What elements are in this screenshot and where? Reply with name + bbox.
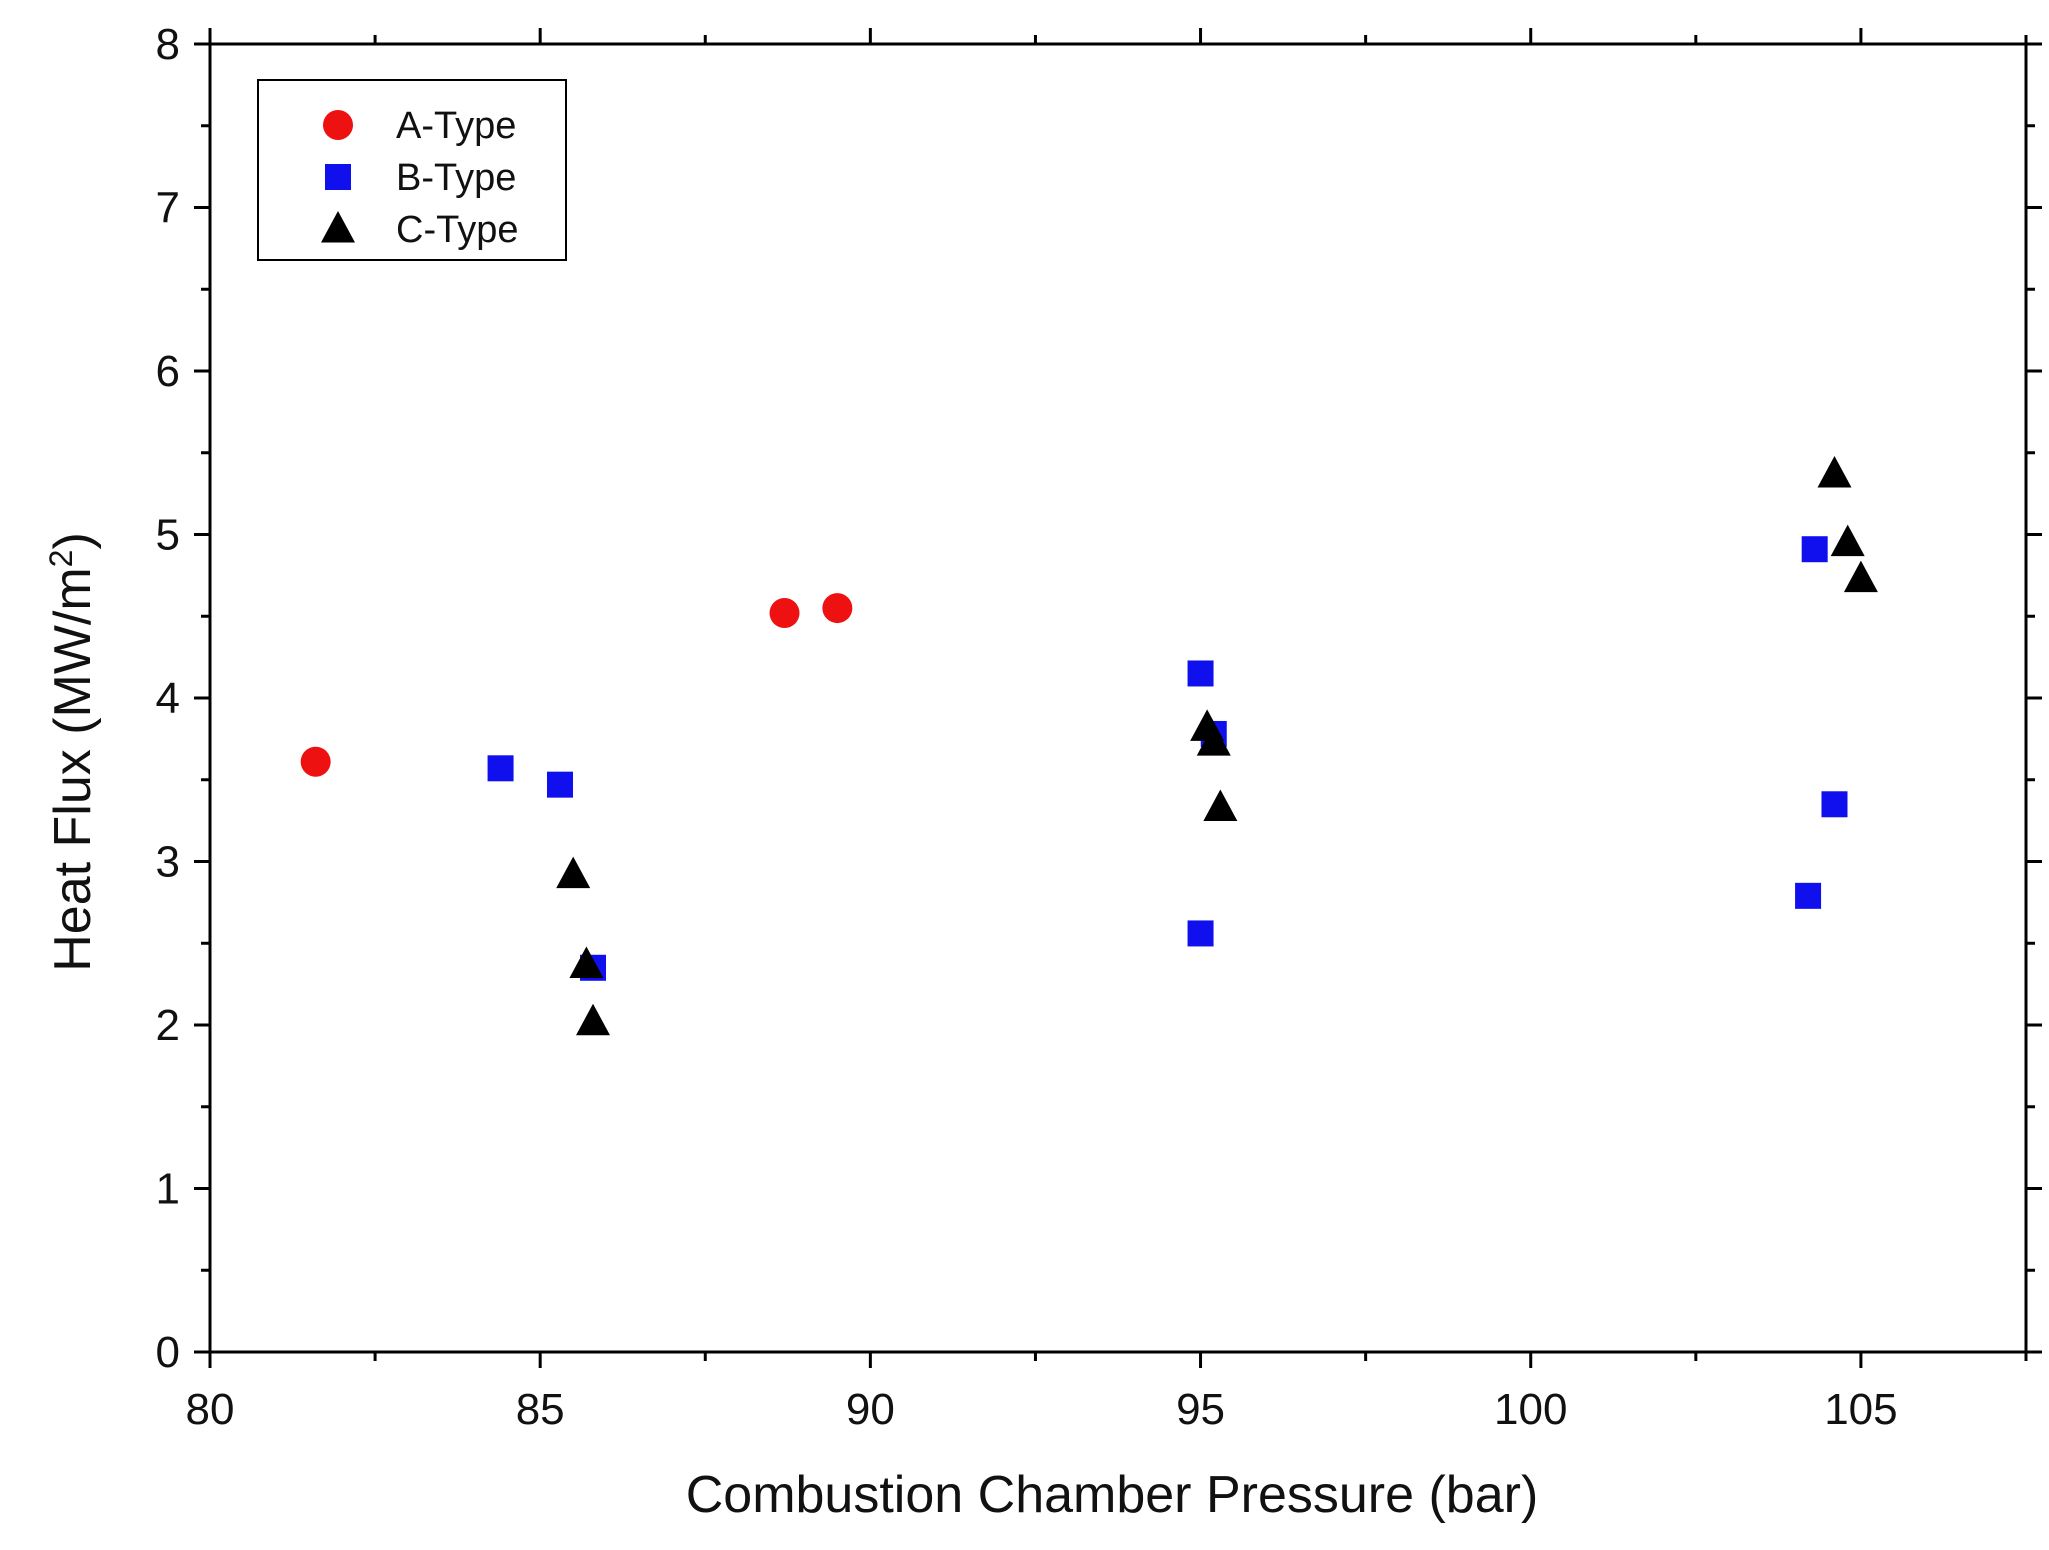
y-tick-label: 4 xyxy=(156,674,180,723)
y-tick-label: 2 xyxy=(156,1001,180,1050)
x-tick-label: 85 xyxy=(516,1385,565,1434)
a-type-point xyxy=(822,593,853,624)
c-type-point xyxy=(1203,789,1238,822)
y-tick-label: 5 xyxy=(156,511,180,560)
y-tick-label: 6 xyxy=(156,347,180,396)
legend-marker-b-type xyxy=(325,164,351,190)
c-type-point xyxy=(1196,724,1231,756)
x-tick-label: 80 xyxy=(186,1385,235,1434)
b-type-point xyxy=(1821,791,1848,818)
c-type-point xyxy=(1817,456,1852,488)
c-type-point xyxy=(569,946,604,979)
legend-box xyxy=(257,79,567,261)
y-tick-label: 3 xyxy=(156,838,180,887)
y-tick-label: 1 xyxy=(156,1165,180,1214)
x-tick-label: 90 xyxy=(846,1385,895,1434)
x-axis-label: Combustion Chamber Pressure (bar) xyxy=(686,1466,1539,1524)
legend-label-b-type: B-Type xyxy=(396,157,516,199)
y-axis-label: Heat Flux (MW/m2) xyxy=(43,532,102,972)
b-type-point xyxy=(487,755,514,782)
b-type-point xyxy=(1187,920,1214,947)
b-type-point xyxy=(1795,882,1822,909)
x-tick-label: 105 xyxy=(1824,1385,1897,1434)
y-tick-label: 0 xyxy=(156,1328,180,1377)
a-type-point xyxy=(769,597,800,628)
b-type-point xyxy=(546,771,573,798)
legend-marker-c-type xyxy=(321,211,355,243)
c-type-point xyxy=(576,1003,611,1036)
c-type-point xyxy=(1830,524,1865,557)
c-type-point xyxy=(1843,560,1878,593)
b-type-point xyxy=(1801,536,1828,563)
c-type-point xyxy=(556,856,591,889)
y-tick-label: 7 xyxy=(156,184,180,233)
legend-label-c-type: C-Type xyxy=(396,209,518,251)
legend-marker-a-type xyxy=(323,110,353,140)
x-tick-label: 95 xyxy=(1176,1385,1225,1434)
y-tick-label: 8 xyxy=(156,20,180,69)
legend-label-a-type: A-Type xyxy=(396,105,516,147)
a-type-point xyxy=(300,746,331,777)
b-type-point xyxy=(1187,660,1214,687)
legend: A-Type B-Type C-Type xyxy=(257,79,567,261)
x-tick-label: 100 xyxy=(1494,1385,1567,1434)
